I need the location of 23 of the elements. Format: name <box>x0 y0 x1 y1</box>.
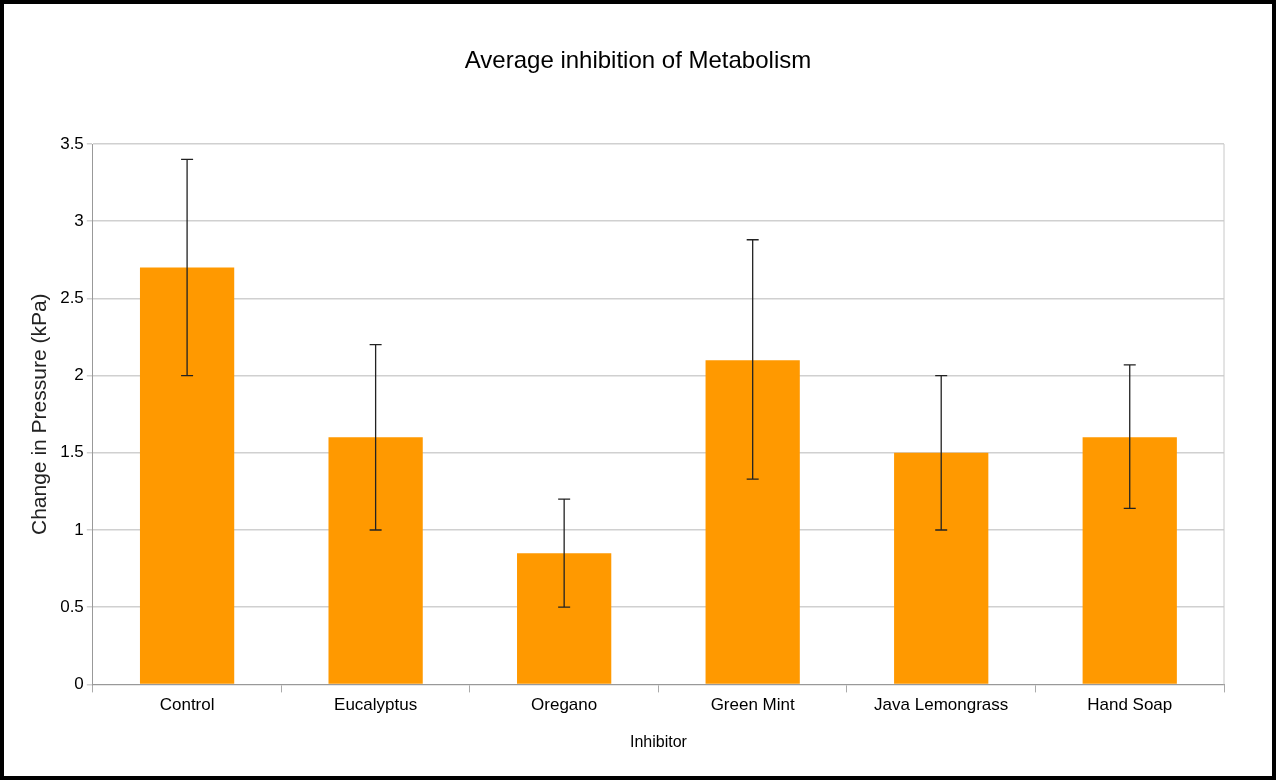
x-tick-label: Hand Soap <box>1087 695 1173 715</box>
bar <box>328 437 423 684</box>
chart-title: Average inhibition of Metabolism <box>463 46 813 74</box>
y-tick-label: 2 <box>74 365 84 385</box>
bar <box>1082 437 1177 684</box>
bar <box>894 452 989 684</box>
bar <box>139 267 235 684</box>
bar <box>705 360 800 684</box>
x-tick-label: Green Mint <box>710 695 795 715</box>
x-tick-label: Oregano <box>531 695 598 715</box>
y-tick-label: 2.5 <box>60 288 84 308</box>
y-tick-label: 1.5 <box>60 442 84 462</box>
y-tick-label: 3 <box>74 210 84 230</box>
x-tick-label: Eucalyptus <box>334 695 418 715</box>
x-tick-label: Control <box>159 695 215 715</box>
bar <box>517 553 612 684</box>
x-axis-title: Inhibitor <box>629 732 688 750</box>
y-tick-label: 3.5 <box>60 133 84 153</box>
y-tick-label: 1 <box>74 519 84 539</box>
x-tick-label: Java Lemongrass <box>874 695 1009 715</box>
y-axis-title: Change in Pressure (kPa) <box>27 293 51 536</box>
y-tick-label: 0 <box>74 674 84 694</box>
y-tick-label: 0.5 <box>60 596 84 616</box>
